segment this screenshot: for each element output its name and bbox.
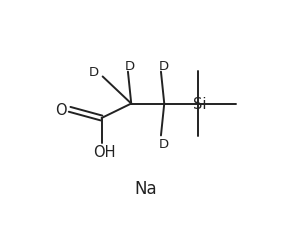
Text: Si: Si — [193, 97, 206, 112]
Text: OH: OH — [94, 145, 116, 160]
Text: Na: Na — [134, 179, 157, 197]
Text: D: D — [88, 65, 99, 78]
Text: O: O — [55, 102, 67, 117]
Text: D: D — [158, 60, 169, 72]
Text: D: D — [158, 138, 169, 150]
Text: D: D — [125, 60, 135, 72]
